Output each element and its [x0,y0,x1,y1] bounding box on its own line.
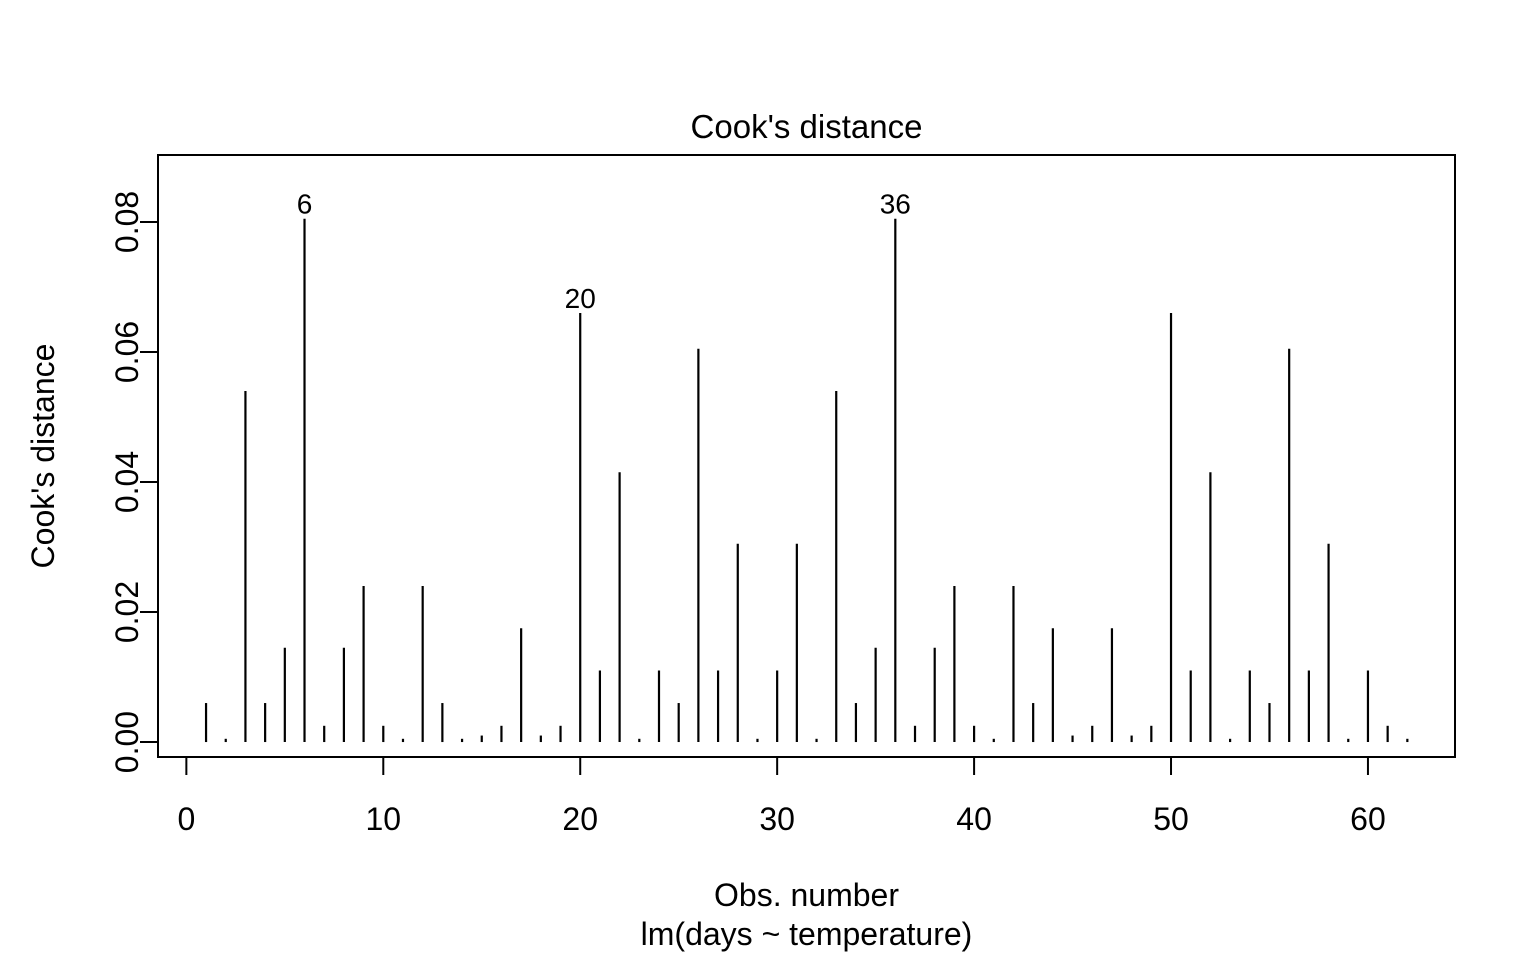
y-tick-label-0.02: 0.02 [109,581,145,643]
y-tick-label-0.00: 0.00 [109,711,145,773]
y-tick-label-0.08: 0.08 [109,191,145,253]
x-tick-label-0: 0 [177,801,195,837]
model-formula-label: lm(days ~ temperature) [640,916,973,952]
x-tick-label-30: 30 [759,801,795,837]
x-tick-label-10: 10 [365,801,401,837]
x-tick-label-50: 50 [1153,801,1189,837]
x-axis-label: Obs. number [714,877,899,913]
point-label-36: 36 [880,189,911,220]
chart-title: Cook's distance [690,108,923,145]
y-tick-label-0.04: 0.04 [109,451,145,513]
point-label-20: 20 [565,283,596,314]
plot-box [157,154,1456,758]
y-tick-label-0.06: 0.06 [109,321,145,383]
y-axis-label: Cook's distance [25,343,61,569]
x-tick-label-40: 40 [956,801,992,837]
x-tick-label-60: 60 [1350,801,1386,837]
point-label-6: 6 [297,189,313,220]
x-tick-label-20: 20 [562,801,598,837]
